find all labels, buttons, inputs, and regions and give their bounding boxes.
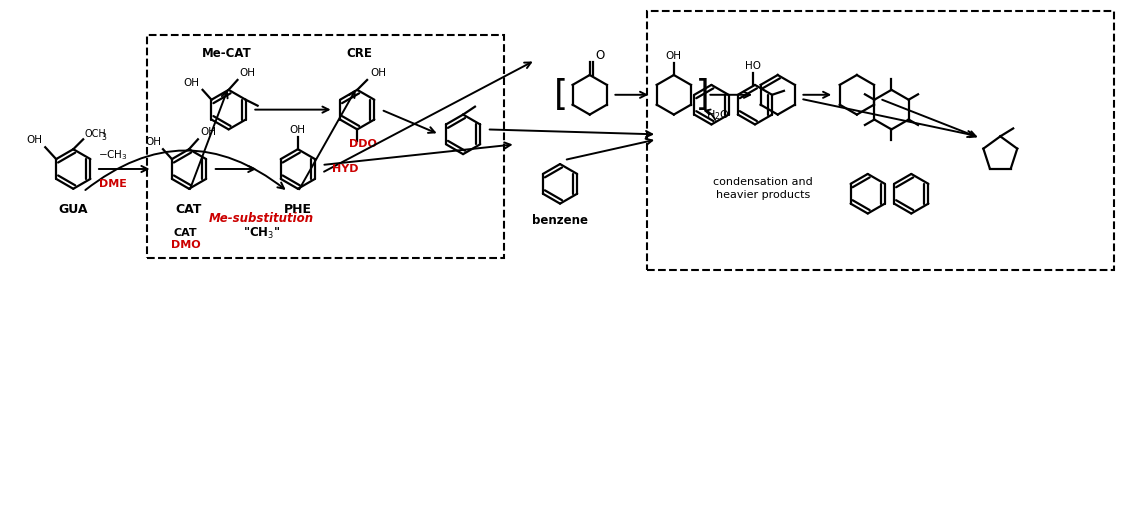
Text: PHE: PHE <box>284 202 311 215</box>
FancyArrowPatch shape <box>705 109 715 120</box>
Text: "CH$_3$": "CH$_3$" <box>243 226 280 241</box>
Text: CRE: CRE <box>346 47 372 60</box>
Text: OH: OH <box>26 135 42 145</box>
Text: OH: OH <box>239 68 255 78</box>
Text: DDO: DDO <box>350 139 377 149</box>
Text: OH: OH <box>184 78 200 88</box>
Text: CAT: CAT <box>176 202 202 215</box>
Text: DMO: DMO <box>170 240 201 250</box>
Text: OH: OH <box>290 126 306 135</box>
FancyArrowPatch shape <box>86 151 284 190</box>
Text: [: [ <box>549 78 571 112</box>
Text: HYD: HYD <box>333 164 359 174</box>
Text: O: O <box>596 49 605 62</box>
Text: OH: OH <box>146 137 161 147</box>
Text: Me-substitution: Me-substitution <box>209 212 314 225</box>
Text: H$_2$O: H$_2$O <box>706 108 730 121</box>
Text: CAT: CAT <box>174 229 197 238</box>
Text: benzene: benzene <box>532 213 588 226</box>
Text: OH: OH <box>200 127 215 138</box>
Text: 3: 3 <box>102 133 106 142</box>
Text: OH: OH <box>666 51 681 61</box>
Text: condensation and
heavier products: condensation and heavier products <box>713 177 813 200</box>
Text: DME: DME <box>99 179 126 189</box>
Text: Me-CAT: Me-CAT <box>202 47 252 60</box>
Text: OCH: OCH <box>85 129 106 139</box>
Text: HO: HO <box>744 61 761 71</box>
Text: $-$CH$_3$: $-$CH$_3$ <box>98 148 127 162</box>
Text: OH: OH <box>370 68 386 78</box>
Text: GUA: GUA <box>59 202 88 215</box>
Text: ]: ] <box>693 78 714 112</box>
